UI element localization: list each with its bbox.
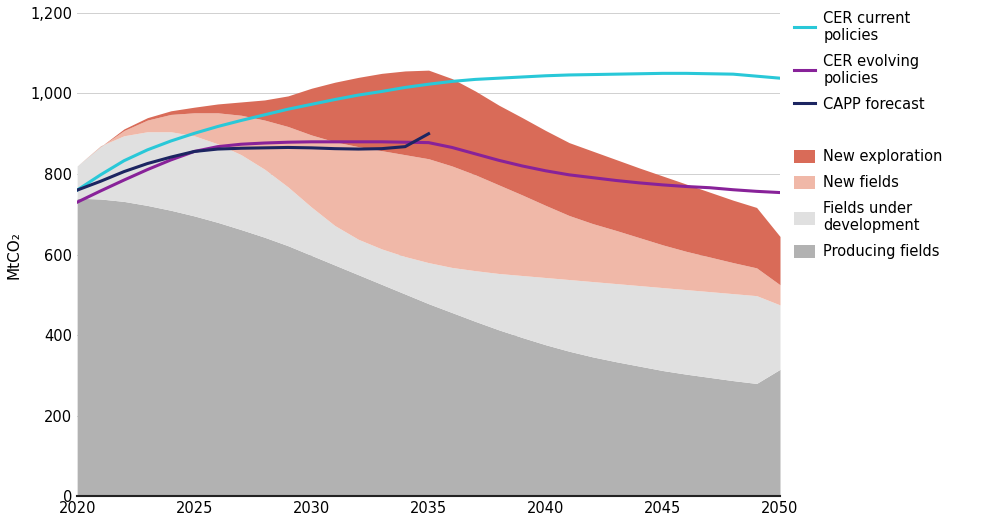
- Legend: CER current
policies, CER evolving
policies, CAPP forecast, , New exploration, N: CER current policies, CER evolving polic…: [794, 10, 943, 259]
- Y-axis label: MtCO₂: MtCO₂: [7, 231, 22, 279]
